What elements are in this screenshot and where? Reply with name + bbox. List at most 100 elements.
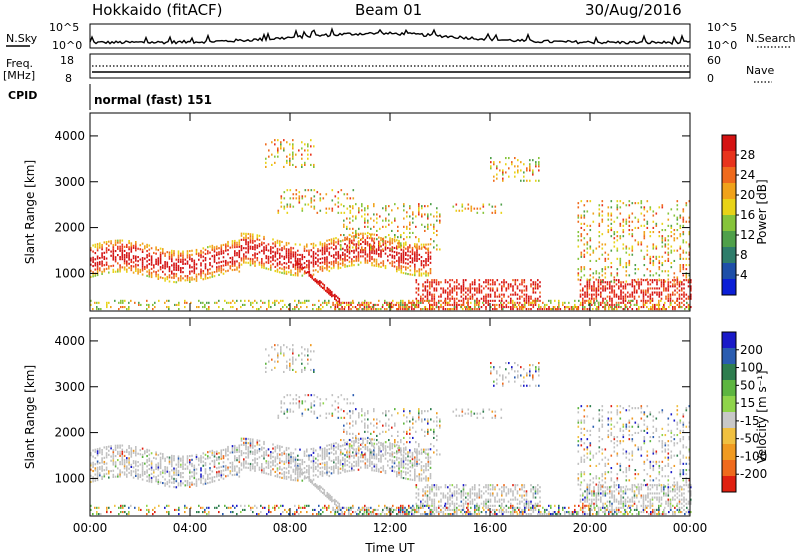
- power-cell: [607, 266, 610, 269]
- power-cell: [415, 225, 417, 228]
- power-cell: [159, 253, 162, 256]
- power-cell: [290, 273, 292, 276]
- power-cell: [99, 244, 101, 247]
- power-cell: [538, 179, 540, 182]
- power-cell: [534, 303, 537, 306]
- power-cell: [310, 199, 313, 202]
- velocity-cell: [159, 452, 162, 455]
- power-cell: [249, 237, 252, 240]
- power-cell: [290, 255, 292, 258]
- power-cell: [112, 258, 115, 261]
- power-cell: [640, 306, 643, 309]
- power-cell: [123, 249, 126, 252]
- power-cell: [681, 281, 683, 284]
- power-cell: [673, 239, 676, 242]
- power-cell: [322, 301, 324, 304]
- velocity-cell: [405, 458, 407, 461]
- power-cell: [159, 259, 162, 262]
- power-cell: [353, 239, 355, 242]
- power-cell: [344, 236, 346, 239]
- power-cell: [272, 254, 274, 257]
- velocity-cell: [409, 478, 412, 481]
- power-cell: [468, 306, 470, 309]
- velocity-cell: [211, 478, 214, 481]
- power-cell: [646, 278, 649, 281]
- power-cell: [249, 239, 252, 242]
- velocity-cell: [182, 482, 184, 485]
- power-cell: [538, 157, 540, 160]
- power-cell: [429, 261, 432, 264]
- velocity-cell: [301, 479, 304, 482]
- power-cell: [631, 220, 634, 223]
- velocity-cell: [270, 461, 272, 464]
- velocity-cell: [369, 438, 371, 441]
- power-cell: [114, 239, 117, 242]
- power-cell: [458, 287, 460, 290]
- power-cell: [447, 308, 449, 311]
- power-cell: [420, 243, 423, 246]
- velocity-cell: [94, 473, 97, 476]
- power-cell: [270, 252, 272, 255]
- power-cell: [364, 225, 366, 228]
- power-cell: [348, 252, 351, 255]
- power-cell: [319, 197, 322, 200]
- power-cell: [220, 252, 223, 255]
- power-cell: [521, 279, 523, 282]
- power-cell: [471, 295, 474, 298]
- power-cell: [332, 301, 334, 304]
- velocity-cell: [146, 465, 148, 468]
- power-cell: [496, 279, 499, 282]
- power-cell: [634, 216, 637, 219]
- power-cell: [418, 203, 420, 206]
- power-cell: [353, 264, 355, 267]
- power-cell: [200, 256, 202, 259]
- power-cell: [418, 238, 420, 241]
- velocity-cell: [407, 455, 409, 458]
- power-cell: [398, 303, 400, 306]
- power-cell: [672, 306, 674, 309]
- power-cell: [429, 287, 431, 290]
- power-cell: [613, 279, 616, 282]
- power-cell: [624, 285, 627, 288]
- power-cell: [394, 217, 396, 220]
- velocity-cell: [213, 480, 216, 483]
- power-cell: [90, 257, 92, 260]
- power-cell: [476, 301, 478, 304]
- power-cell: [652, 245, 655, 248]
- power-cell: [121, 253, 124, 256]
- power-cell: [431, 299, 433, 302]
- velocity-cell: [308, 454, 310, 457]
- velocity-cell: [375, 463, 378, 466]
- power-cell: [514, 291, 517, 294]
- power-cell: [121, 239, 124, 242]
- power-cell: [346, 227, 348, 230]
- power-cell: [376, 238, 378, 241]
- velocity-cell: [231, 451, 234, 454]
- power-cell: [357, 257, 360, 260]
- velocity-cell: [173, 459, 175, 462]
- power-cell: [661, 222, 664, 225]
- velocity-cell: [101, 467, 103, 470]
- power-cell: [198, 258, 200, 261]
- power-cell: [622, 308, 625, 311]
- power-cell: [679, 280, 682, 283]
- nave-tick-top: 60: [707, 54, 721, 67]
- power-cell: [407, 248, 409, 251]
- power-cell: [357, 303, 359, 306]
- power-cell: [314, 280, 317, 283]
- power-cell: [387, 247, 389, 250]
- power-cell: [622, 285, 625, 288]
- power-cell: [267, 243, 270, 246]
- power-cell: [306, 266, 308, 269]
- power-cell: [640, 299, 643, 302]
- velocity-cell: [335, 456, 337, 459]
- velocity-cell: [274, 448, 277, 451]
- power-cell: [402, 299, 404, 302]
- power-cell: [640, 212, 643, 215]
- power-cell: [492, 283, 494, 286]
- power-cell: [164, 263, 166, 266]
- power-cell: [117, 268, 119, 271]
- power-cell: [433, 308, 436, 311]
- velocity-cell: [366, 446, 369, 449]
- velocity-cell: [186, 484, 189, 487]
